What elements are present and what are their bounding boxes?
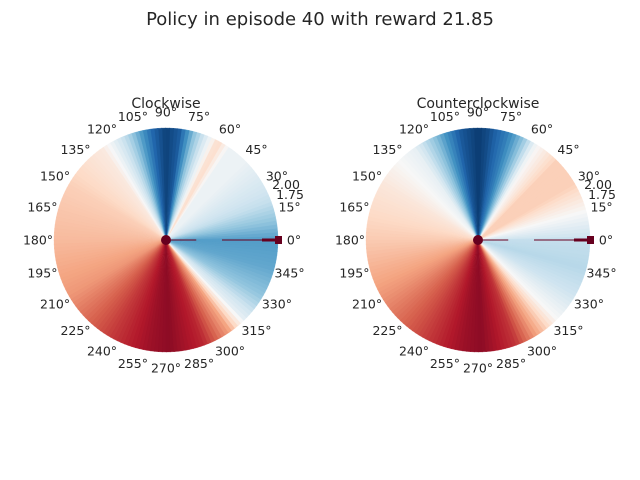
angle-tick-label: 45°: [245, 142, 267, 157]
current-state-marker: [587, 236, 594, 244]
angle-tick-label: 45°: [557, 142, 579, 157]
angle-tick-label: 330°: [262, 297, 292, 312]
angle-tick-label: 225°: [60, 323, 90, 338]
angle-tick-label: 135°: [60, 142, 90, 157]
angle-tick-label: 30°: [266, 169, 288, 184]
angle-tick-label: 270°: [463, 361, 493, 376]
angle-tick-label: 15°: [279, 199, 301, 214]
angle-tick-label: 315°: [553, 323, 583, 338]
counterclockwise-title: Counterclockwise: [417, 96, 540, 112]
angle-tick-label: 285°: [496, 356, 526, 371]
angle-tick-label: 300°: [527, 343, 557, 358]
angle-tick-label: 165°: [27, 199, 57, 214]
angle-tick-label: 255°: [430, 356, 460, 371]
angle-tick-label: 285°: [184, 356, 214, 371]
angle-tick-label: 180°: [335, 233, 365, 248]
angle-tick-label: 165°: [339, 199, 369, 214]
angle-tick-label: 90°: [155, 105, 177, 120]
angle-tick-label: 0°: [599, 233, 613, 248]
angle-tick-label: 210°: [40, 297, 70, 312]
clockwise-angle-ticks: 0° 15° 30° 45° 60° 75° 90° 105°120° 135° 150° 165°…: [23, 105, 305, 376]
angle-tick-label: 225°: [372, 323, 402, 338]
angle-tick-label: 195°: [27, 266, 57, 281]
clockwise-title: Clockwise: [131, 96, 200, 112]
counterclockwise-angle-ticks: 0° 15° 30° 45° 60° 75° 90° 105°120° 135° 150° 165°…: [335, 105, 617, 376]
clockwise-heatmap: [53, 127, 279, 353]
counterclockwise-radius-ticks: 2.001.75: [584, 177, 616, 202]
radius-tick-label: 1.75: [588, 187, 616, 202]
angle-tick-label: 255°: [118, 356, 148, 371]
current-state-marker: [275, 236, 282, 244]
angle-tick-label: 135°: [372, 142, 402, 157]
angle-tick-label: 60°: [531, 122, 553, 137]
angle-tick-label: 105°: [430, 109, 460, 124]
angle-tick-label: 240°: [87, 343, 117, 358]
angle-tick-label: 330°: [574, 297, 604, 312]
angle-tick-label: 180°: [23, 233, 53, 248]
angle-tick-label: 345°: [587, 266, 617, 281]
figure-title: Policy in episode 40 with reward 21.85: [146, 9, 494, 30]
angle-tick-label: 150°: [352, 169, 382, 184]
angle-tick-label: 105°: [118, 109, 148, 124]
clockwise-radius-ticks: 2.001.75: [272, 177, 304, 202]
angle-tick-label: 0°: [287, 233, 301, 248]
angle-tick-label: 60°: [219, 122, 241, 137]
angle-tick-label: 120°: [87, 122, 117, 137]
angle-tick-label: 15°: [591, 199, 613, 214]
radius-tick-label: 2.00: [272, 177, 300, 192]
angle-tick-label: 270°: [151, 361, 181, 376]
clockwise-trajectory: [161, 235, 282, 245]
angle-tick-label: 300°: [215, 343, 245, 358]
radius-tick-label: 1.75: [276, 187, 304, 202]
angle-tick-label: 345°: [275, 266, 305, 281]
counterclockwise-polar-plot: 0° 15° 30° 45° 60° 75° 90° 105°120° 135° 150° 165°…: [335, 96, 617, 376]
radius-tick-label: 2.00: [584, 177, 612, 192]
angle-tick-label: 75°: [500, 109, 522, 124]
angle-tick-label: 210°: [352, 297, 382, 312]
angle-tick-label: 315°: [241, 323, 271, 338]
clockwise-polar-plot: 0° 15° 30° 45° 60° 75° 90° 105°120° 135° 150° 165°…: [23, 96, 305, 376]
angle-tick-label: 120°: [399, 122, 429, 137]
center-marker: [161, 235, 171, 245]
angle-tick-label: 75°: [188, 109, 210, 124]
angle-tick-label: 90°: [467, 105, 489, 120]
angle-tick-label: 30°: [578, 169, 600, 184]
counterclockwise-trajectory: [473, 235, 594, 245]
counterclockwise-heatmap: [365, 127, 591, 353]
center-marker: [473, 235, 483, 245]
angle-tick-label: 150°: [40, 169, 70, 184]
angle-tick-label: 240°: [399, 343, 429, 358]
angle-tick-label: 195°: [339, 266, 369, 281]
